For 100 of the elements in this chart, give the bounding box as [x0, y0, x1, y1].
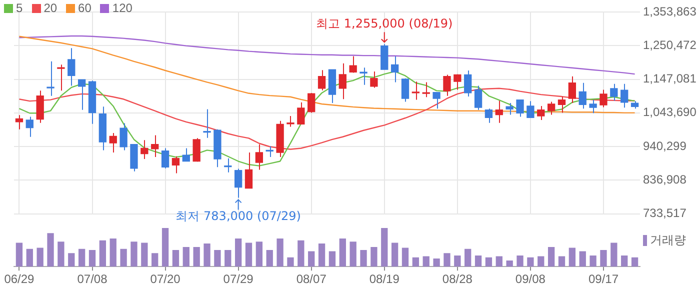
annotation: 최저 783,000 (07/29) — [176, 208, 301, 223]
bar — [548, 246, 555, 267]
candlestick — [578, 82, 586, 110]
annotation: 최고 1,255,000 (08/19) — [316, 16, 453, 30]
bar — [266, 250, 273, 267]
candlestick — [161, 148, 170, 169]
legend-label: 5 — [16, 1, 23, 15]
bar — [214, 250, 221, 267]
candlestick — [203, 108, 211, 138]
bar — [381, 228, 388, 267]
candlestick — [255, 144, 264, 170]
bar — [339, 238, 346, 267]
bar — [600, 250, 607, 267]
candlestick — [484, 108, 493, 124]
bar — [516, 255, 524, 267]
y-tick-label: 836,908 — [643, 172, 687, 186]
candlestick — [412, 81, 420, 100]
bar — [527, 257, 534, 267]
y-tick-label: 1,353,863 — [643, 4, 697, 18]
candlestick — [244, 152, 253, 189]
candlestick — [443, 74, 451, 96]
bar — [506, 260, 513, 267]
bar — [298, 240, 304, 267]
candlestick — [109, 132, 117, 153]
candlestick — [401, 78, 410, 102]
bar — [308, 251, 315, 267]
bar — [130, 242, 138, 267]
bar — [433, 258, 440, 267]
candlestick — [182, 148, 190, 162]
candlestick — [172, 156, 180, 174]
bar — [99, 240, 106, 267]
bar — [172, 250, 180, 267]
candlestick — [474, 85, 482, 110]
bar — [328, 251, 336, 267]
legend-label: 120 — [112, 1, 132, 15]
candlestick — [68, 48, 76, 86]
bar — [88, 250, 96, 267]
bar — [422, 256, 430, 267]
x-tick-label: 07/08 — [77, 272, 108, 286]
bar — [444, 253, 450, 267]
bar — [318, 243, 326, 267]
candlestick — [26, 116, 34, 138]
candlestick — [547, 101, 556, 116]
bar — [120, 248, 127, 267]
bar — [276, 238, 284, 267]
bar — [287, 257, 294, 267]
x-tick-label: 09/08 — [515, 272, 546, 286]
bar — [182, 246, 190, 267]
x-tick-label: 07/20 — [150, 272, 181, 286]
candlestick — [120, 122, 128, 151]
bar — [402, 248, 409, 267]
candlestick — [338, 62, 346, 100]
candlestick — [370, 70, 378, 88]
candlestick — [297, 102, 305, 125]
candlestick — [46, 60, 54, 96]
bar — [68, 253, 75, 267]
bar — [204, 243, 210, 267]
candlestick — [610, 83, 618, 102]
bar — [36, 248, 44, 267]
candlestick — [516, 99, 524, 118]
bar — [370, 246, 378, 267]
candlestick — [495, 100, 503, 124]
candlestick — [568, 76, 576, 104]
bar — [360, 250, 367, 267]
candlestick — [432, 92, 440, 110]
bar — [391, 242, 398, 267]
bar — [78, 248, 86, 267]
bar — [16, 242, 23, 267]
bar — [234, 238, 242, 267]
y-tick-label: 1,250,472 — [643, 38, 697, 52]
candlestick — [318, 70, 326, 91]
candlestick — [506, 102, 514, 116]
candlestick — [454, 74, 462, 90]
bar — [245, 242, 252, 267]
candlestick — [286, 116, 294, 128]
bar — [162, 228, 169, 267]
candlestick — [360, 67, 368, 86]
bar — [621, 255, 628, 267]
bar — [464, 248, 472, 267]
bar — [141, 242, 148, 267]
candlestick — [620, 83, 628, 108]
bar — [485, 257, 492, 267]
bar — [193, 246, 200, 267]
y-tick-label: 733,517 — [643, 206, 687, 220]
legend-label: 60 — [78, 1, 92, 15]
bar — [47, 233, 54, 267]
candlestick — [308, 92, 316, 114]
bar — [590, 255, 596, 267]
candlestick — [57, 64, 65, 92]
y-tick-label: 1,147,081 — [643, 72, 697, 86]
candlestick — [600, 89, 608, 108]
bar — [568, 248, 576, 267]
candlestick — [589, 99, 597, 114]
x-tick-label: 09/17 — [588, 272, 619, 286]
candlestick — [537, 105, 545, 120]
bar — [26, 248, 33, 267]
bar — [558, 256, 566, 267]
x-tick-label: 08/19 — [369, 272, 400, 286]
candlestick — [390, 56, 399, 83]
x-tick-label: 07/29 — [223, 272, 254, 286]
